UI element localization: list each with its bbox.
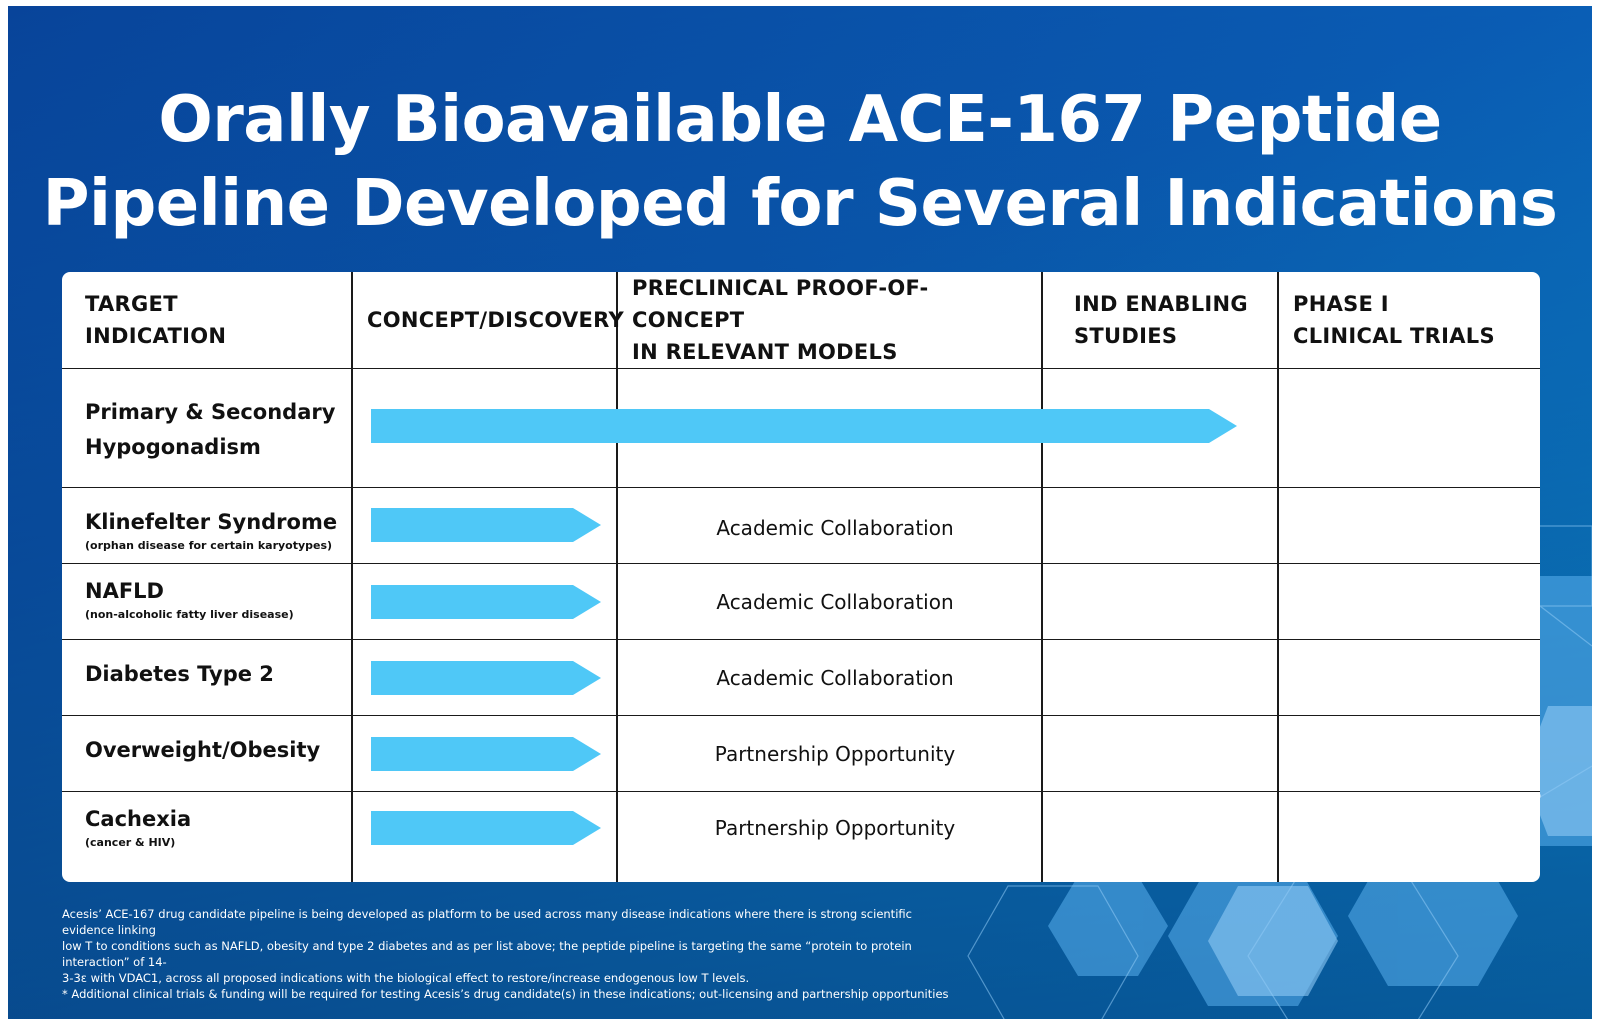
footnote: Acesis’ ACE-167 drug candidate pipeline … [62,906,962,1002]
table-row: Diabetes Type 2 Academic Collaboration [62,639,1540,716]
title-line-2: Pipeline Developed for Several Indicatio… [42,167,1558,241]
indication-name: Cachexia [85,807,192,831]
header-preclinical: PRECLINICAL PROOF-OF-CONCEPT IN RELEVANT … [632,276,929,364]
poster-background: Orally Bioavailable ACE-167 Peptide Pipe… [8,6,1592,1019]
partnership-note: Partnership Opportunity [714,816,956,840]
table-row: Cachexia (cancer & HIV) Partnership Oppo… [62,791,1540,882]
table-header-row: TARGET INDICATION CONCEPT/DISCOVERY PRECL… [62,272,1540,368]
indication-name: Klinefelter Syndrome [85,510,338,534]
progress-arrow [371,409,1237,443]
table-row: Overweight/Obesity Partnership Opportuni… [62,715,1540,792]
indication-name: Diabetes Type 2 [85,662,274,686]
indication-subtitle: (cancer & HIV) [85,836,176,849]
column-divider [1041,272,1043,882]
partnership-note: Partnership Opportunity [714,742,956,766]
column-divider [616,272,618,882]
footnote-line: Acesis’ ACE-167 drug candidate pipeline … [62,907,912,937]
footnote-line: * Additional clinical trials & funding w… [62,987,949,1001]
progress-arrow [371,811,601,845]
indication-name: Primary & Secondary Hypogonadism [85,400,336,459]
footnote-line: 3-3ε with VDAC1, across all proposed ind… [62,971,750,985]
indication-subtitle: (orphan disease for certain karyotypes) [85,539,333,552]
table-row: NAFLD (non-alcoholic fatty liver disease… [62,563,1540,640]
table-row: Primary & Secondary Hypogonadism [62,368,1540,488]
header-phase-1: PHASE I CLINICAL TRIALS [1293,292,1495,348]
indication-name: NAFLD [85,579,164,603]
header-target-indication: TARGET INDICATION [85,292,227,348]
table-row: Klinefelter Syndrome (orphan disease for… [62,487,1540,564]
title-line-1: Orally Bioavailable ACE-167 Peptide [158,83,1442,157]
progress-arrow [371,737,601,771]
collaboration-note: Academic Collaboration [716,590,954,614]
progress-arrow [371,661,601,695]
collaboration-note: Academic Collaboration [716,666,954,690]
progress-arrow [371,585,601,619]
indication-name: Overweight/Obesity [85,738,321,762]
indication-subtitle: (non-alcoholic fatty liver disease) [85,608,294,621]
footnote-line: low T to conditions such as NAFLD, obesi… [62,939,912,969]
progress-arrow [371,508,601,542]
page-title: Orally Bioavailable ACE-167 Peptide Pipe… [8,78,1592,246]
column-divider [351,272,353,882]
collaboration-note: Academic Collaboration [716,516,954,540]
header-ind-enabling: IND ENABLING STUDIES [1074,292,1248,348]
column-divider [1277,272,1279,882]
pipeline-table: TARGET INDICATION CONCEPT/DISCOVERY PRECL… [62,272,1540,882]
header-concept-discovery: CONCEPT/DISCOVERY [367,308,624,332]
